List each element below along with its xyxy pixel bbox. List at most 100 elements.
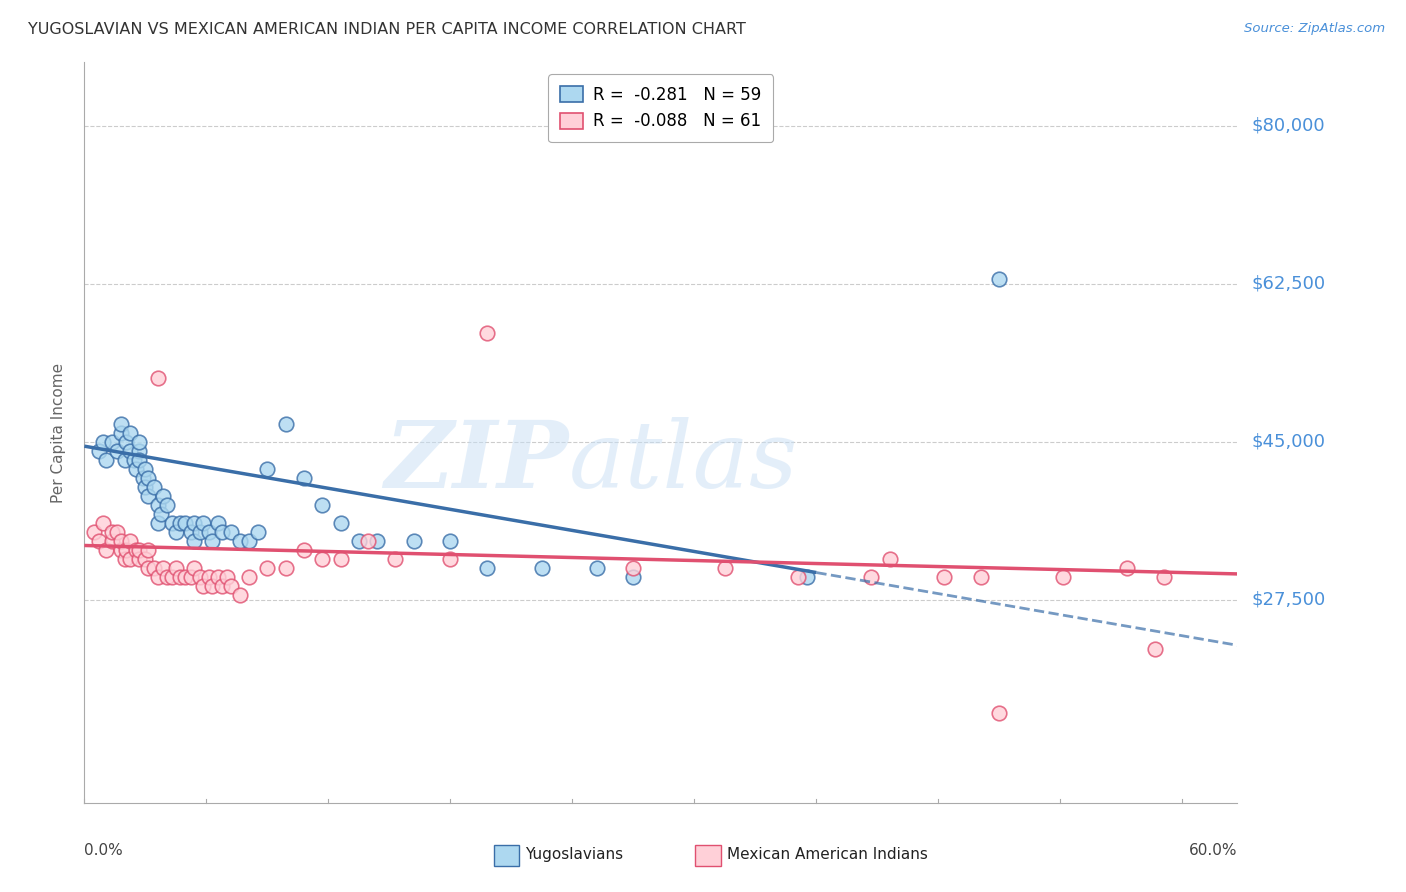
Point xyxy=(128,543,150,558)
Point xyxy=(128,452,150,467)
Point xyxy=(329,516,352,530)
Point xyxy=(91,434,114,449)
Point xyxy=(96,543,118,558)
Point xyxy=(169,516,191,530)
Point xyxy=(138,471,160,485)
Point xyxy=(219,579,242,593)
Point xyxy=(146,516,169,530)
Point xyxy=(150,507,173,521)
Point xyxy=(101,434,124,449)
Point xyxy=(238,570,260,584)
Point xyxy=(124,461,146,475)
Point xyxy=(101,524,124,539)
Point xyxy=(110,417,132,431)
Point xyxy=(105,443,128,458)
Point xyxy=(179,570,201,584)
Point xyxy=(183,561,205,575)
Text: Mexican American Indians: Mexican American Indians xyxy=(727,847,928,863)
Text: 0.0%: 0.0% xyxy=(84,843,124,857)
Point xyxy=(274,417,297,431)
Point xyxy=(114,452,136,467)
Point xyxy=(120,533,142,548)
Point xyxy=(188,524,211,539)
Point xyxy=(238,533,260,548)
FancyBboxPatch shape xyxy=(696,845,721,866)
Point xyxy=(714,561,737,575)
Point xyxy=(128,552,150,566)
Point xyxy=(292,543,315,558)
Legend: R =  -0.281   N = 59, R =  -0.088   N = 61: R = -0.281 N = 59, R = -0.088 N = 61 xyxy=(548,74,773,142)
Text: Source: ZipAtlas.com: Source: ZipAtlas.com xyxy=(1244,22,1385,36)
Point xyxy=(132,471,155,485)
Point xyxy=(256,461,278,475)
Point xyxy=(110,543,132,558)
Point xyxy=(229,533,252,548)
Point xyxy=(219,524,242,539)
Point xyxy=(329,552,352,566)
Point xyxy=(101,533,124,548)
Point xyxy=(138,489,160,503)
Point xyxy=(207,570,229,584)
Text: ZIP: ZIP xyxy=(384,417,568,508)
Point xyxy=(174,516,197,530)
Point xyxy=(146,498,169,512)
Point xyxy=(183,516,205,530)
Point xyxy=(160,516,183,530)
Point xyxy=(120,425,142,440)
Point xyxy=(970,570,993,584)
Point xyxy=(142,480,165,494)
Point xyxy=(211,579,233,593)
Point xyxy=(87,533,110,548)
Point xyxy=(165,561,187,575)
Point xyxy=(311,498,333,512)
Point xyxy=(134,480,156,494)
Point xyxy=(160,570,183,584)
Point xyxy=(366,533,388,548)
Text: $80,000: $80,000 xyxy=(1251,117,1324,135)
Point xyxy=(174,570,197,584)
Point xyxy=(217,570,239,584)
Point xyxy=(1153,570,1175,584)
Point xyxy=(146,371,169,385)
Point xyxy=(860,570,883,584)
Point xyxy=(201,579,224,593)
Point xyxy=(96,452,118,467)
Point xyxy=(183,533,205,548)
Text: $62,500: $62,500 xyxy=(1251,275,1326,293)
Point xyxy=(115,434,138,449)
Text: $27,500: $27,500 xyxy=(1251,591,1326,608)
Point xyxy=(83,524,105,539)
Point xyxy=(402,533,425,548)
Point xyxy=(292,471,315,485)
Point xyxy=(530,561,553,575)
Point xyxy=(122,452,145,467)
Point xyxy=(621,561,644,575)
Point xyxy=(384,552,406,566)
Point xyxy=(128,443,150,458)
Point xyxy=(115,543,138,558)
Point xyxy=(879,552,901,566)
Text: atlas: atlas xyxy=(568,417,799,508)
Point xyxy=(193,579,215,593)
Point xyxy=(146,570,169,584)
Y-axis label: Per Capita Income: Per Capita Income xyxy=(51,362,66,503)
Point xyxy=(1143,642,1166,657)
Point xyxy=(188,570,211,584)
Point xyxy=(357,533,380,548)
Point xyxy=(193,516,215,530)
Point xyxy=(91,516,114,530)
Point xyxy=(475,561,498,575)
Point xyxy=(934,570,956,584)
Point xyxy=(169,570,191,584)
Point xyxy=(621,570,644,584)
Point xyxy=(475,326,498,341)
Point xyxy=(138,561,160,575)
Point xyxy=(120,443,142,458)
Point xyxy=(179,524,201,539)
Point xyxy=(274,561,297,575)
Point xyxy=(796,570,818,584)
Point xyxy=(110,425,132,440)
Point xyxy=(439,533,461,548)
Point xyxy=(138,543,160,558)
Point xyxy=(1052,570,1074,584)
